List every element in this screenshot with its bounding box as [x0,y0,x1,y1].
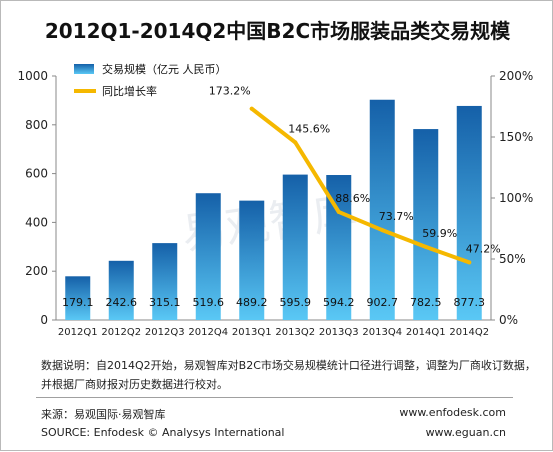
source-en: SOURCE: Enfodesk © Analysys Internationa… [41,426,285,439]
x-tick-label: 2012Q4 [188,327,228,338]
growth-point [380,228,385,233]
left-tick-label: 800 [25,118,48,132]
bar-value-label: 519.6 [193,296,225,309]
growth-value-label: 88.6% [335,192,370,205]
bar-value-label: 595.9 [280,296,312,309]
growth-point [467,260,472,265]
growth-value-label: 47.2% [466,242,501,255]
legend-bar-swatch [74,64,94,74]
left-tick-label: 0 [40,313,48,327]
bar-value-label: 242.6 [106,296,138,309]
right-tick-label: 150% [499,130,533,144]
data-note-line-2: 并根据厂商财报对历史数据进行校对。 [41,378,228,391]
x-tick-label: 2014Q1 [406,327,446,338]
growth-value-label: 173.2% [209,85,251,98]
growth-value-labels: 173.2% 145.6% 88.6% 73.7% 59.9% 47.2% [209,85,501,256]
bar-value-label: 782.5 [410,296,442,309]
bar [369,99,395,320]
right-tick-label: 0% [499,313,518,327]
left-tick-label: 600 [25,167,48,181]
bar [456,105,482,320]
x-tick-labels: 2012Q1 2012Q2 2012Q3 2012Q4 2013Q1 2013Q2 2013… [58,327,489,338]
bar [152,243,178,320]
bar [108,260,134,320]
growth-value-label: 145.6% [288,122,330,135]
right-tick-label: 200% [499,69,533,83]
right-tick-label: 50% [499,252,526,266]
bar-value-label: 489.2 [236,296,268,309]
x-tick-label: 2012Q3 [145,327,185,338]
x-tick-label: 2014Q2 [449,327,489,338]
left-tick-label: 1000 [17,69,48,83]
legend: 交易规模（亿元 人民币） 同比增长率 [74,62,227,98]
bar-series [65,99,482,320]
legend-line-label: 同比增长率 [102,84,157,98]
left-tick-label: 200 [25,264,48,278]
site-link-enfodesk: www.enfodesk.com [399,406,506,419]
source-cn: 来源：易观国际·易观智库 [41,408,166,421]
bar-value-label: 179.1 [62,296,94,309]
bar [65,276,91,320]
right-tick-label: 100% [499,191,533,205]
growth-point [336,209,341,214]
growth-line [249,106,472,265]
growth-line-series [249,106,472,265]
data-note-line-1: 数据说明：自2014Q2开始，易观智库对B2C市场交易规模统计口径进行调整，调整… [41,359,536,372]
divider [36,397,513,398]
growth-point [293,140,298,145]
x-tick-label: 2013Q3 [319,327,359,338]
data-note: 数据说明：自2014Q2开始，易观智库对B2C市场交易规模统计口径进行调整，调整… [41,356,541,394]
bar-value-label: 877.3 [454,296,486,309]
bar-value-label: 594.2 [323,296,355,309]
x-tick-label: 2012Q1 [58,327,98,338]
chart-title: 2012Q1-2014Q2中国B2C市场服装品类交易规模 [44,19,511,43]
legend-bar-label: 交易规模（亿元 人民币） [102,62,227,76]
bar [195,193,221,320]
x-tick-label: 2013Q4 [362,327,402,338]
growth-point [423,244,428,249]
axes: 0 200 400 600 800 1000 0% 50% 100% 150% 200% [17,69,533,327]
x-tick-label: 2013Q1 [232,327,272,338]
bar [413,129,439,320]
x-tick-label: 2012Q2 [101,327,141,338]
x-tick-label: 2013Q2 [275,327,315,338]
growth-value-label: 73.7% [379,210,414,223]
growth-point [249,106,254,111]
bar-value-label: 902.7 [367,296,399,309]
bar-value-labels: 179.1 242.6 315.1 519.6 489.2 595.9 594.2 902.7… [62,296,485,309]
site-link-eguan: www.eguan.cn [425,426,506,439]
growth-value-label: 59.9% [422,227,457,240]
bar [239,200,265,320]
bar-value-label: 315.1 [149,296,181,309]
bar [282,174,308,320]
left-tick-label: 400 [25,215,48,229]
